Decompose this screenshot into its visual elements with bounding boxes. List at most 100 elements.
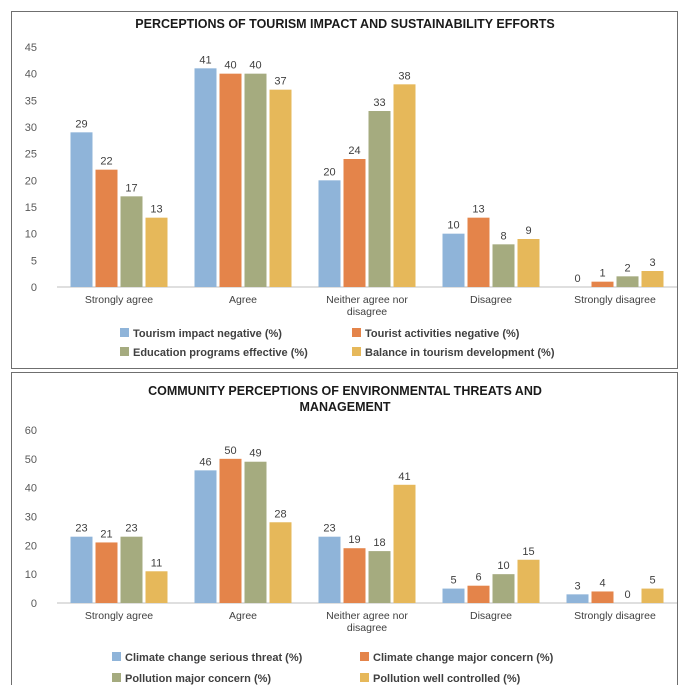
y-tick-label: 25 xyxy=(25,149,37,161)
legend-swatch xyxy=(360,673,369,682)
data-label: 1 xyxy=(599,268,605,280)
legend-swatch xyxy=(112,673,121,682)
bar xyxy=(591,281,614,287)
bar xyxy=(120,196,143,287)
bar xyxy=(591,591,614,603)
data-label: 21 xyxy=(100,528,112,540)
legend-label: Education programs effective (%) xyxy=(133,347,308,359)
data-label: 33 xyxy=(373,97,385,109)
data-label: 17 xyxy=(125,182,137,194)
category-label: Disagree xyxy=(470,610,512,622)
legend-label: Climate change major concern (%) xyxy=(373,652,554,664)
data-label: 3 xyxy=(649,257,655,269)
y-tick-label: 30 xyxy=(25,512,37,524)
bar xyxy=(95,169,118,287)
bar xyxy=(393,84,416,287)
data-label: 22 xyxy=(100,156,112,168)
y-tick-label: 0 xyxy=(31,282,37,294)
y-tick-label: 10 xyxy=(25,229,37,241)
bar xyxy=(368,111,391,287)
data-label: 3 xyxy=(574,580,580,592)
data-label: 10 xyxy=(447,220,459,232)
bar xyxy=(244,461,267,603)
data-label: 40 xyxy=(249,60,261,72)
legend-swatch xyxy=(120,347,129,356)
data-label: 5 xyxy=(450,575,456,587)
data-label: 24 xyxy=(348,145,360,157)
data-label: 29 xyxy=(75,118,87,130)
bar xyxy=(269,522,292,603)
data-label: 28 xyxy=(274,508,286,520)
legend-swatch xyxy=(360,652,369,661)
legend-label: Tourist activities negative (%) xyxy=(365,328,520,340)
data-label: 13 xyxy=(472,204,484,216)
category-label: Strongly disagree xyxy=(574,294,656,306)
data-label: 38 xyxy=(398,70,410,82)
legend-label: Pollution well controlled (%) xyxy=(373,673,521,685)
y-tick-label: 40 xyxy=(25,483,37,495)
y-tick-label: 5 xyxy=(31,255,37,267)
bar xyxy=(194,470,217,603)
category-label: Neither agree nor xyxy=(326,294,408,306)
data-label: 13 xyxy=(150,204,162,216)
data-label: 5 xyxy=(649,575,655,587)
bar xyxy=(343,159,366,287)
legend-swatch xyxy=(352,328,361,337)
chart-title: PERCEPTIONS OF TOURISM IMPACT AND SUSTAI… xyxy=(135,17,554,31)
data-label: 41 xyxy=(199,54,211,66)
bar xyxy=(641,588,664,603)
y-tick-label: 30 xyxy=(25,122,37,134)
legend-label: Tourism impact negative (%) xyxy=(133,328,282,340)
data-label: 37 xyxy=(274,76,286,88)
y-tick-label: 0 xyxy=(31,598,37,610)
bar xyxy=(467,585,490,603)
data-label: 19 xyxy=(348,534,360,546)
bar xyxy=(145,571,168,603)
category-label: Strongly agree xyxy=(85,294,153,306)
data-label: 49 xyxy=(249,448,261,460)
bar xyxy=(442,233,465,287)
category-label: disagree xyxy=(347,306,387,318)
bar xyxy=(219,458,242,603)
chart-panel-tourism-impact: PERCEPTIONS OF TOURISM IMPACT AND SUSTAI… xyxy=(11,11,678,369)
bar xyxy=(442,588,465,603)
data-label: 0 xyxy=(574,273,580,285)
y-tick-label: 20 xyxy=(25,540,37,552)
bar xyxy=(244,73,267,287)
data-label: 23 xyxy=(75,523,87,535)
bar xyxy=(219,73,242,287)
data-label: 40 xyxy=(224,60,236,72)
data-label: 50 xyxy=(224,445,236,457)
bar xyxy=(70,132,93,287)
data-label: 46 xyxy=(199,456,211,468)
data-label: 0 xyxy=(624,589,630,601)
category-label: Agree xyxy=(229,294,257,306)
y-tick-label: 40 xyxy=(25,69,37,81)
bar xyxy=(318,536,341,603)
tourism-impact-chart: PERCEPTIONS OF TOURISM IMPACT AND SUSTAI… xyxy=(25,17,677,359)
bar xyxy=(120,536,143,603)
data-label: 23 xyxy=(125,523,137,535)
data-label: 15 xyxy=(522,546,534,558)
bar xyxy=(368,551,391,603)
chart-panel-environmental-threats: COMMUNITY PERCEPTIONS OF ENVIRONMENTAL T… xyxy=(11,372,678,685)
data-label: 20 xyxy=(323,166,335,178)
data-label: 6 xyxy=(475,572,481,584)
bar xyxy=(318,180,341,287)
y-tick-label: 45 xyxy=(25,42,37,54)
data-label: 8 xyxy=(500,230,506,242)
chart-title-line-1: COMMUNITY PERCEPTIONS OF ENVIRONMENTAL T… xyxy=(148,384,542,398)
legend-label: Climate change serious threat (%) xyxy=(125,652,303,664)
data-label: 18 xyxy=(373,537,385,549)
category-label: Neither agree nor xyxy=(326,610,408,622)
environmental-threats-chart: COMMUNITY PERCEPTIONS OF ENVIRONMENTAL T… xyxy=(25,384,677,685)
data-label: 9 xyxy=(525,225,531,237)
category-label: disagree xyxy=(347,622,387,634)
data-label: 41 xyxy=(398,471,410,483)
bar xyxy=(492,244,515,287)
y-tick-label: 15 xyxy=(25,202,37,214)
legend-swatch xyxy=(120,328,129,337)
bar xyxy=(517,239,540,287)
y-tick-label: 35 xyxy=(25,95,37,107)
bar xyxy=(517,559,540,603)
